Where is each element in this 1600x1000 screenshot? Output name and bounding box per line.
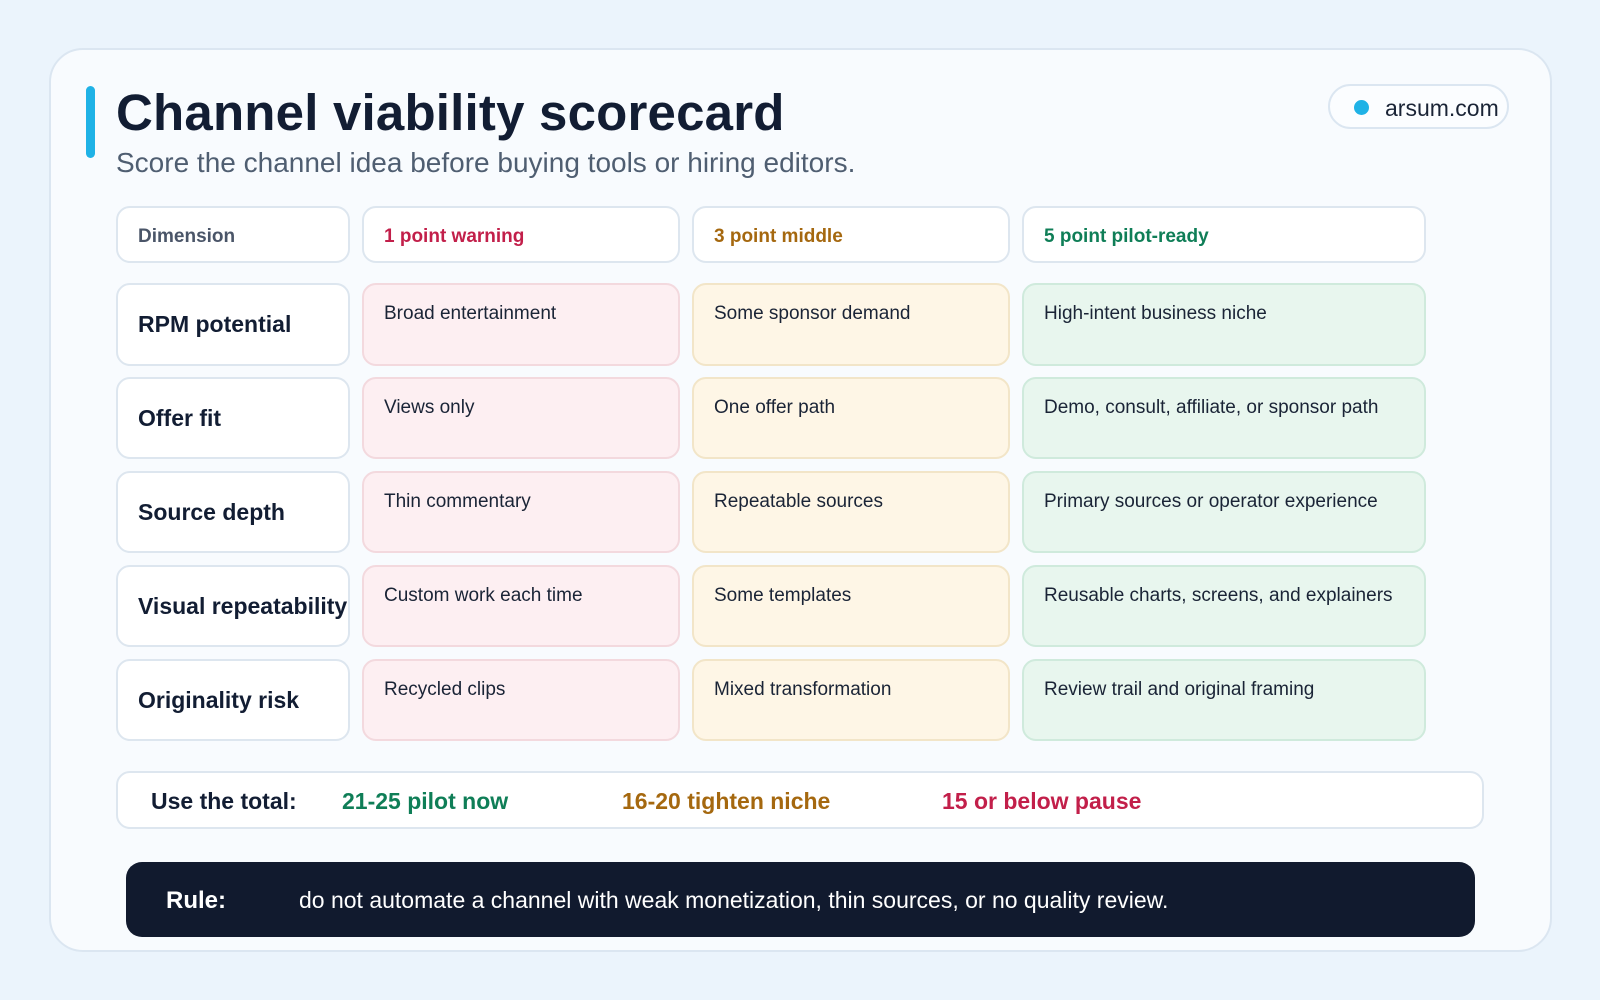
score-totals-bar: Use the total: 21-25 pilot now 16-20 tig…	[116, 771, 1484, 829]
cell-text: Broad entertainment	[384, 303, 557, 324]
column-header-label: Dimension	[138, 226, 236, 247]
cell-originality-middle: Mixed transformation	[692, 659, 1010, 741]
cell-text: Mixed transformation	[714, 679, 892, 700]
cell-text: Reusable charts, screens, and explainers	[1044, 585, 1393, 606]
cell-text: One offer path	[714, 397, 836, 418]
column-header-pilot-ready: 5 point pilot-ready	[1022, 206, 1426, 263]
column-header-label: 5 point pilot-ready	[1044, 226, 1209, 247]
cell-visual-warning: Custom work each time	[362, 565, 680, 647]
rule-text: do not automate a channel with weak mone…	[299, 887, 1169, 913]
cell-text: Primary sources or operator experience	[1044, 491, 1378, 512]
totals-label: Use the total:	[151, 788, 297, 814]
cell-visual-middle: Some templates	[692, 565, 1010, 647]
cell-source-middle: Repeatable sources	[692, 471, 1010, 553]
cell-originality-warning: Recycled clips	[362, 659, 680, 741]
cell-text: Custom work each time	[384, 585, 583, 606]
totals-pause: 15 or below pause	[942, 788, 1142, 814]
row-label-offer-fit: Offer fit	[116, 377, 350, 459]
cell-originality-pilot-ready: Review trail and original framing	[1022, 659, 1426, 741]
cell-text: Thin commentary	[384, 491, 531, 512]
row-label-originality-risk: Originality risk	[116, 659, 350, 741]
cell-text: Some sponsor demand	[714, 303, 911, 324]
cell-offer-pilot-ready: Demo, consult, affiliate, or sponsor pat…	[1022, 377, 1426, 459]
cell-source-warning: Thin commentary	[362, 471, 680, 553]
dimension-label: Visual repeatability	[138, 593, 348, 619]
column-header-warning: 1 point warning	[362, 206, 680, 263]
row-label-rpm-potential: RPM potential	[116, 283, 350, 366]
page-subtitle: Score the channel idea before buying too…	[116, 147, 856, 178]
cell-text: Demo, consult, affiliate, or sponsor pat…	[1044, 397, 1379, 418]
column-header-label: 3 point middle	[714, 226, 843, 247]
cell-offer-middle: One offer path	[692, 377, 1010, 459]
rule-banner: Rule: do not automate a channel with wea…	[126, 862, 1475, 937]
totals-tighten: 16-20 tighten niche	[622, 788, 831, 814]
cell-rpm-middle: Some sponsor demand	[692, 283, 1010, 366]
cell-text: Repeatable sources	[714, 491, 883, 512]
cell-text: Views only	[384, 397, 475, 418]
dimension-label: Source depth	[138, 499, 285, 525]
cell-text: Some templates	[714, 585, 852, 606]
dimension-label: RPM potential	[138, 311, 292, 337]
column-header-dimension: Dimension	[116, 206, 350, 263]
cell-text: High-intent business niche	[1044, 303, 1267, 324]
totals-pilot: 21-25 pilot now	[342, 788, 509, 814]
rule-label: Rule:	[166, 887, 226, 914]
row-label-source-depth: Source depth	[116, 471, 350, 553]
cell-offer-warning: Views only	[362, 377, 680, 459]
row-label-visual-repeatability: Visual repeatability	[116, 565, 350, 647]
cell-rpm-pilot-ready: High-intent business niche	[1022, 283, 1426, 366]
page-title: Channel viability scorecard	[116, 84, 785, 141]
dimension-label: Originality risk	[138, 687, 300, 713]
dimension-label: Offer fit	[138, 405, 222, 431]
cell-rpm-warning: Broad entertainment	[362, 283, 680, 366]
cell-text: Review trail and original framing	[1044, 679, 1315, 700]
column-header-label: 1 point warning	[384, 226, 525, 247]
title-accent-bar	[86, 86, 95, 158]
cell-visual-pilot-ready: Reusable charts, screens, and explainers	[1022, 565, 1426, 647]
cell-text: Recycled clips	[384, 679, 506, 700]
brand-dot-icon	[1354, 100, 1369, 115]
brand-badge[interactable]: arsum.com	[1328, 84, 1509, 129]
cell-source-pilot-ready: Primary sources or operator experience	[1022, 471, 1426, 553]
column-header-middle: 3 point middle	[692, 206, 1010, 263]
brand-label: arsum.com	[1385, 95, 1499, 121]
